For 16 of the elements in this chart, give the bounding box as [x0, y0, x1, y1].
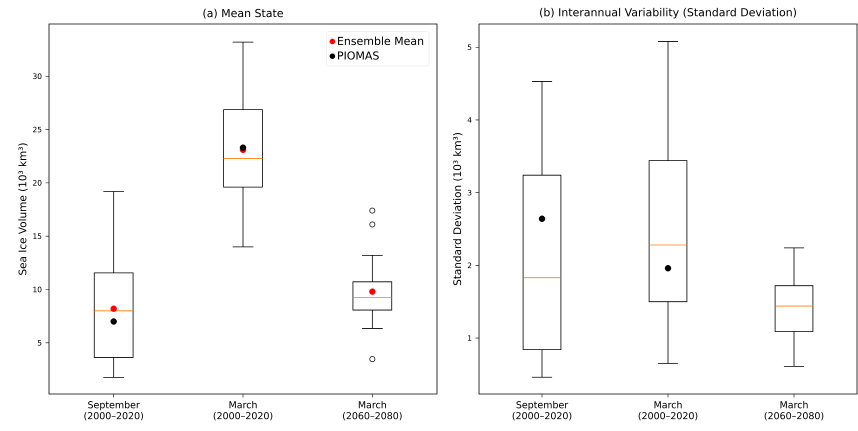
- x-tick-label: March (2000–2020): [638, 401, 698, 420]
- point: [110, 305, 117, 312]
- legend-label: PIOMAS: [338, 51, 379, 60]
- point: [110, 318, 117, 325]
- x-tick-label: March (2060–2080): [343, 401, 402, 420]
- point: [369, 288, 376, 295]
- chart-title: (b) Interannual Variability (Standard Deviation): [540, 8, 796, 18]
- x-tick-label: September (2000–2020): [512, 401, 572, 420]
- x-tick-label: March (2000–2020): [214, 401, 272, 420]
- legend-label: Ensemble Mean: [338, 36, 424, 46]
- y-axis-title: Sea Ice Volume (10³ km³): [18, 143, 28, 275]
- chart-title: (a) Mean State: [203, 8, 283, 18]
- x-tick-label: March (2060–2080): [764, 401, 824, 420]
- point: [240, 144, 246, 151]
- x-tick-label: September (2000–2020): [84, 401, 143, 420]
- y-axis-title: Standard Deviation (10³ km³): [453, 133, 462, 286]
